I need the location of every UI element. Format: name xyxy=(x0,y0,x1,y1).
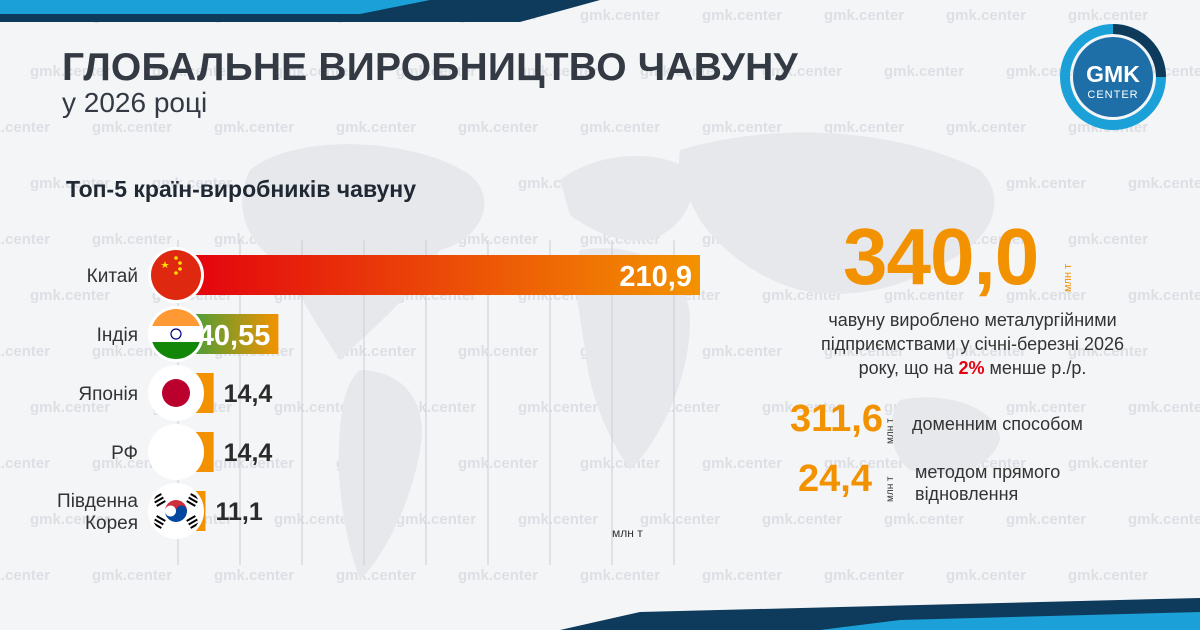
value-label: 40,55 xyxy=(198,320,271,352)
svg-text:CENTER: CENTER xyxy=(1087,89,1138,101)
russia-flag-icon xyxy=(148,424,204,480)
svg-text:GMK: GMK xyxy=(1086,61,1140,87)
category-label: Індія xyxy=(97,325,138,346)
description-text-end: менше р./р. xyxy=(984,358,1087,378)
chart-title: Топ-5 країн-виробників чавуну xyxy=(66,176,416,202)
bar-1 xyxy=(178,255,700,295)
category-label: РФ xyxy=(111,443,138,464)
india-flag-icon xyxy=(148,306,204,362)
bar-chart: Китай 210,9 Індія 40,55 Японія 14,4 РФ 14,4 Півд… xyxy=(57,240,700,565)
value-label: 14,4 xyxy=(224,380,273,408)
blast-furnace-label: доменним способом xyxy=(912,414,1083,434)
category-label: Японія xyxy=(78,384,138,405)
china-flag-icon xyxy=(148,247,204,303)
blast-furnace-value: 311,6 xyxy=(790,398,883,440)
value-label: 11,1 xyxy=(215,498,262,526)
change-percent: 2% xyxy=(958,358,985,378)
direct-reduction-label: методом прямого відновлення xyxy=(915,462,1061,504)
category-label: Південна xyxy=(57,491,138,512)
total-production-description: чавуну вироблено металургійними підприєм… xyxy=(800,308,1145,380)
category-label: Китай xyxy=(87,266,138,287)
japan-flag-icon xyxy=(148,365,204,421)
direct-reduction-value: 24,4 xyxy=(798,458,872,500)
blast-furnace-unit: млн т xyxy=(885,418,896,444)
description-text-start: чавуну вироблено металургійними підприєм… xyxy=(821,310,1124,378)
value-label: 14,4 xyxy=(224,439,273,467)
direct-reduction-unit: млн т xyxy=(885,476,896,502)
chart-unit-label: млн т xyxy=(612,526,643,540)
category-label: Корея xyxy=(85,513,138,534)
gmk-center-logo: GMK CENTER xyxy=(1060,24,1166,130)
page-subtitle: у 2026 році xyxy=(62,87,208,118)
total-production-value: 340,0 xyxy=(843,212,1039,301)
value-label: 210,9 xyxy=(619,261,692,293)
total-production-unit: млн т xyxy=(1062,263,1074,292)
page-title: ГЛОБАЛЬНЕ ВИРОБНИЦТВО ЧАВУНУ xyxy=(62,46,798,89)
south-korea-flag-icon xyxy=(148,483,204,539)
